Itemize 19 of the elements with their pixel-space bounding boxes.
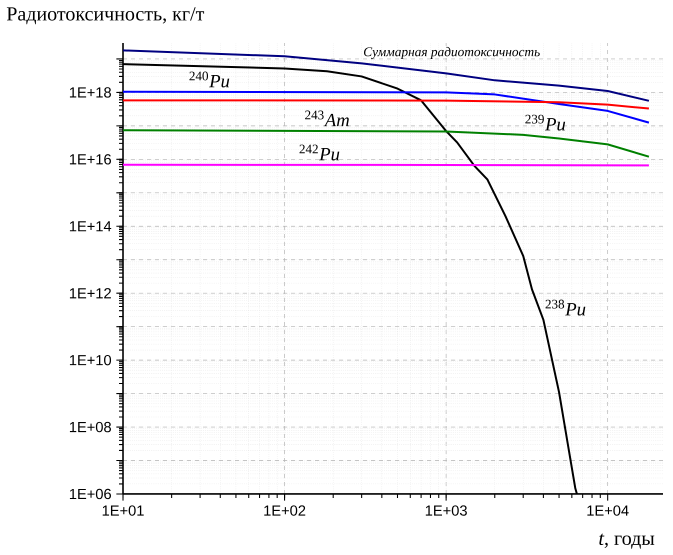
annotation: $^{243}$Am: [305, 110, 349, 126]
x-tick-label: 1E+03: [426, 505, 467, 516]
y-tick-label: 1E+14: [70, 221, 112, 232]
y-tick-label: 1E+16: [70, 154, 111, 165]
x-tick-label: 1E+04: [587, 505, 629, 516]
y-tick-label: 1E+06: [70, 488, 111, 500]
y-tick-label: 1E+10: [70, 354, 112, 366]
y-axis-title: Радиотоксичность, кг/т: [6, 7, 204, 24]
annotation: $^{242}$Pu: [300, 144, 340, 160]
annotation: $^{240}$Pu: [189, 72, 230, 88]
y-tick-label: 1E+08: [70, 422, 111, 432]
annotation: Суммарная радиотоксичность: [364, 46, 540, 60]
annotation: $^{238}$Pu: [546, 300, 586, 316]
x-tick-label: 1E+02: [264, 505, 306, 516]
y-tick-label: 1E+12: [70, 288, 111, 298]
annotation: $^{239}$Pu: [525, 114, 566, 131]
y-tick-label: 1E+18: [70, 87, 111, 98]
x-axis-title: t, годы: [599, 534, 654, 549]
x-tick-label: 1E+01: [102, 505, 144, 516]
